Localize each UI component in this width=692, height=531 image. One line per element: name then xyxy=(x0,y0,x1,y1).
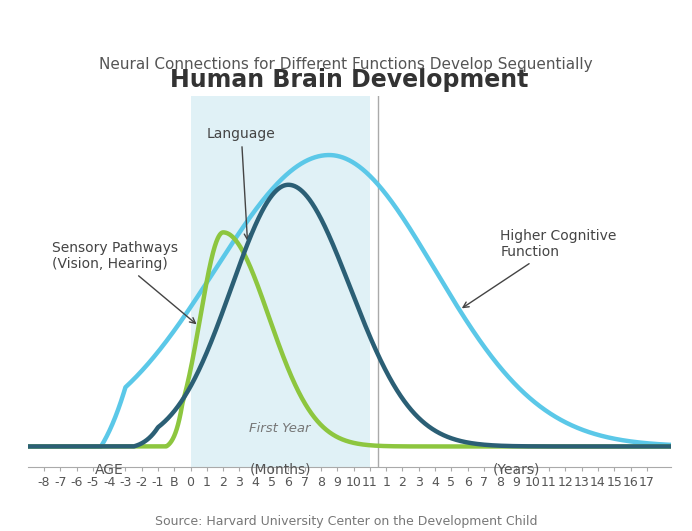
Text: (Years): (Years) xyxy=(493,463,540,477)
Text: (Months): (Months) xyxy=(250,463,311,477)
Text: Source: Harvard University Center on the Development Child: Source: Harvard University Center on the… xyxy=(155,516,537,528)
Text: AGE: AGE xyxy=(95,463,123,477)
Text: Language: Language xyxy=(207,127,275,239)
Bar xyxy=(190,96,370,467)
Text: Higher Cognitive
Function: Higher Cognitive Function xyxy=(463,229,617,307)
Title: Human Brain Development: Human Brain Development xyxy=(170,68,529,92)
Text: Neural Connections for Different Functions Develop Sequentially: Neural Connections for Different Functio… xyxy=(99,57,593,72)
Text: First Year: First Year xyxy=(250,422,311,434)
Text: Sensory Pathways
(Vision, Hearing): Sensory Pathways (Vision, Hearing) xyxy=(52,241,195,323)
